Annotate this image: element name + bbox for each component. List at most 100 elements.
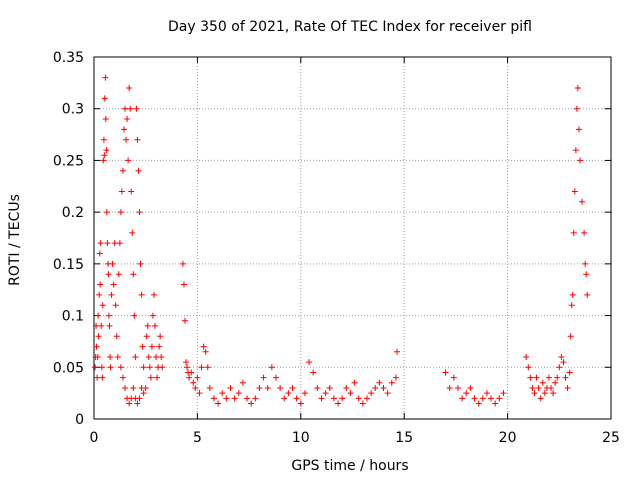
data-point: [99, 302, 106, 309]
data-point: [105, 271, 112, 278]
data-point: [132, 353, 139, 360]
data-point: [156, 343, 163, 350]
data-point: [95, 312, 102, 319]
data-point: [127, 105, 134, 112]
data-point: [100, 157, 107, 164]
data-point: [558, 353, 565, 360]
data-point: [556, 364, 563, 371]
data-point: [268, 364, 275, 371]
data-point: [483, 390, 490, 397]
data-point: [101, 95, 108, 102]
x-tick-label: 0: [90, 430, 99, 446]
data-point: [119, 374, 126, 381]
data-point: [102, 74, 109, 81]
data-point: [144, 322, 151, 329]
data-point: [154, 374, 161, 381]
data-point: [204, 364, 211, 371]
data-point: [568, 302, 575, 309]
data-point: [130, 271, 137, 278]
data-point: [146, 364, 153, 371]
data-point: [157, 333, 164, 340]
plot-frame: [93, 56, 612, 420]
data-point: [533, 374, 540, 381]
data-point: [112, 302, 119, 309]
data-point: [554, 374, 561, 381]
data-point: [210, 395, 217, 402]
data-point: [130, 384, 137, 391]
data-point: [152, 322, 159, 329]
data-point: [133, 105, 140, 112]
data-point: [531, 390, 538, 397]
data-point: [138, 291, 145, 298]
data-point: [136, 395, 143, 402]
data-point: [149, 312, 156, 319]
data-point: [147, 374, 154, 381]
data-point: [541, 390, 548, 397]
data-point: [372, 384, 379, 391]
data-point: [200, 343, 207, 350]
data-point: [388, 379, 395, 386]
y-axis-label: ROTI / TECUs: [7, 194, 23, 286]
data-point: [393, 348, 400, 355]
data-point: [129, 229, 136, 236]
data-point: [104, 240, 111, 247]
data-point: [94, 353, 101, 360]
x-tick-label: 25: [602, 430, 620, 446]
data-point: [471, 395, 478, 402]
data-point: [134, 136, 141, 143]
y-tick-label: 0.3: [62, 102, 84, 118]
data-point: [159, 364, 166, 371]
data-point: [126, 400, 133, 407]
data-point: [548, 384, 555, 391]
y-tick-label: 0.1: [62, 309, 84, 325]
data-point: [570, 229, 577, 236]
data-point: [115, 271, 122, 278]
data-point: [581, 229, 588, 236]
data-point: [153, 353, 160, 360]
data-point: [125, 157, 132, 164]
grid-lines: [94, 57, 611, 419]
data-point: [380, 384, 387, 391]
data-point: [525, 364, 532, 371]
data-point: [363, 395, 370, 402]
axis-ticks: 0 5 10 15 20 25 0 0.05 0.1 0.15 0.2 0.25 0.3 0.35: [53, 50, 620, 446]
data-point: [124, 116, 131, 123]
data-point: [281, 395, 288, 402]
data-point: [368, 390, 375, 397]
data-point: [105, 312, 112, 319]
data-point: [575, 126, 582, 133]
data-point: [123, 136, 130, 143]
data-point: [260, 374, 267, 381]
data-point: [322, 390, 329, 397]
x-tick-label: 15: [395, 430, 413, 446]
data-point: [566, 369, 573, 376]
data-points: [92, 74, 591, 407]
data-point: [106, 322, 113, 329]
data-point: [244, 395, 251, 402]
data-point: [126, 85, 133, 92]
data-point: [347, 390, 354, 397]
data-point: [219, 390, 226, 397]
data-point: [574, 85, 581, 92]
data-point: [100, 136, 107, 143]
data-point: [227, 384, 234, 391]
data-point: [573, 105, 580, 112]
data-point: [289, 384, 296, 391]
data-point: [442, 369, 449, 376]
data-point: [186, 374, 193, 381]
data-point: [579, 198, 586, 205]
data-point: [314, 384, 321, 391]
data-point: [264, 384, 271, 391]
data-point: [454, 384, 461, 391]
data-point: [392, 374, 399, 381]
data-point: [128, 188, 135, 195]
data-point: [496, 395, 503, 402]
data-point: [297, 400, 304, 407]
y-tick-label: 0: [75, 412, 84, 428]
data-point: [492, 400, 499, 407]
data-point: [108, 291, 115, 298]
data-point: [122, 105, 129, 112]
data-point: [92, 364, 99, 371]
data-point: [179, 260, 186, 267]
